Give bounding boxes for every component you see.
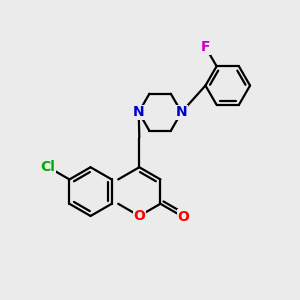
Text: O: O <box>134 209 145 223</box>
Text: Cl: Cl <box>40 160 55 174</box>
Text: N: N <box>176 105 187 119</box>
Text: F: F <box>201 40 210 54</box>
Text: O: O <box>178 210 190 224</box>
Text: N: N <box>133 105 145 119</box>
